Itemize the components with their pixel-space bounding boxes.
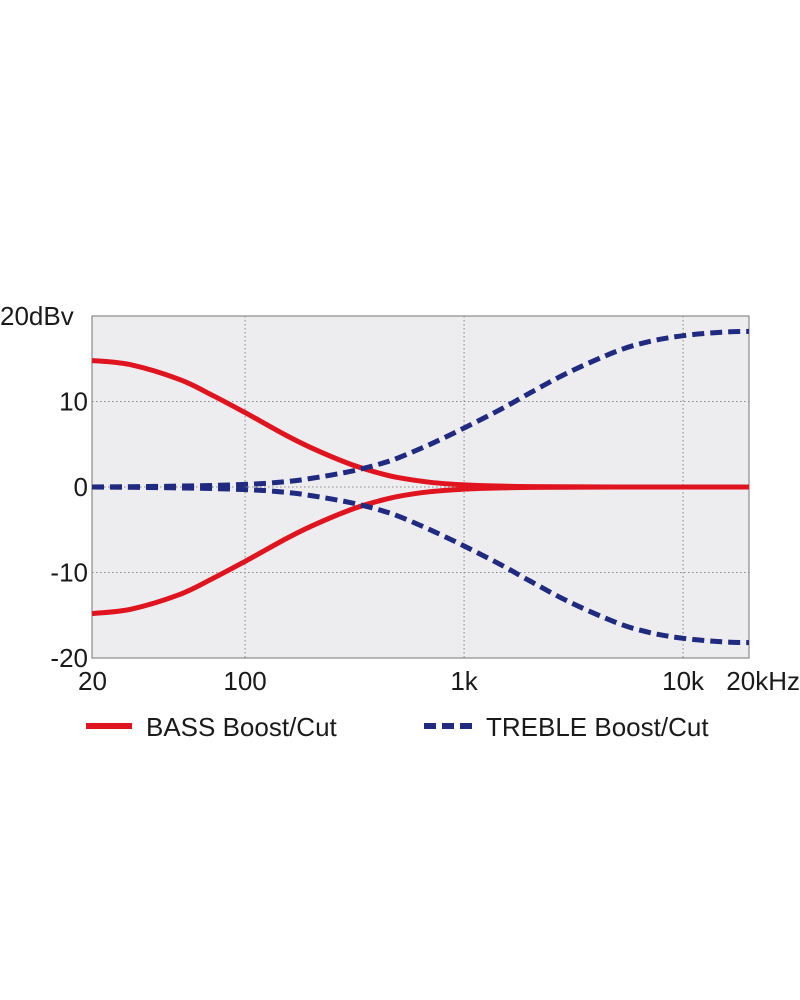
y-axis-ticks: 20dBv 10 0 -10 -20 <box>0 301 88 673</box>
y-tick-label: -20 <box>50 643 88 673</box>
legend-item-treble: TREBLE Boost/Cut <box>424 712 709 742</box>
legend: BASS Boost/Cut TREBLE Boost/Cut <box>86 712 709 742</box>
y-tick-label: -10 <box>50 558 88 588</box>
x-tick-label: 10k <box>662 666 705 696</box>
legend-label-bass: BASS Boost/Cut <box>146 712 338 742</box>
y-tick-label: 10 <box>59 387 88 417</box>
series-line-treble-boost <box>91 328 750 490</box>
x-tick-label: 20 <box>78 666 107 696</box>
y-tick-label: 0 <box>74 472 88 502</box>
series-line-treble-cut <box>91 484 750 646</box>
y-tick-label: 20dBv <box>0 301 74 331</box>
x-tick-label: 100 <box>223 666 266 696</box>
series-line-bass-cut <box>91 484 750 616</box>
x-axis-ticks: 20 100 1k 10k 20kHz <box>78 666 800 696</box>
x-tick-label: 1k <box>450 666 478 696</box>
x-tick-label: 20kHz <box>726 666 800 696</box>
legend-label-treble: TREBLE Boost/Cut <box>486 712 709 742</box>
series-lines <box>91 328 750 646</box>
legend-item-bass: BASS Boost/Cut <box>86 712 338 742</box>
